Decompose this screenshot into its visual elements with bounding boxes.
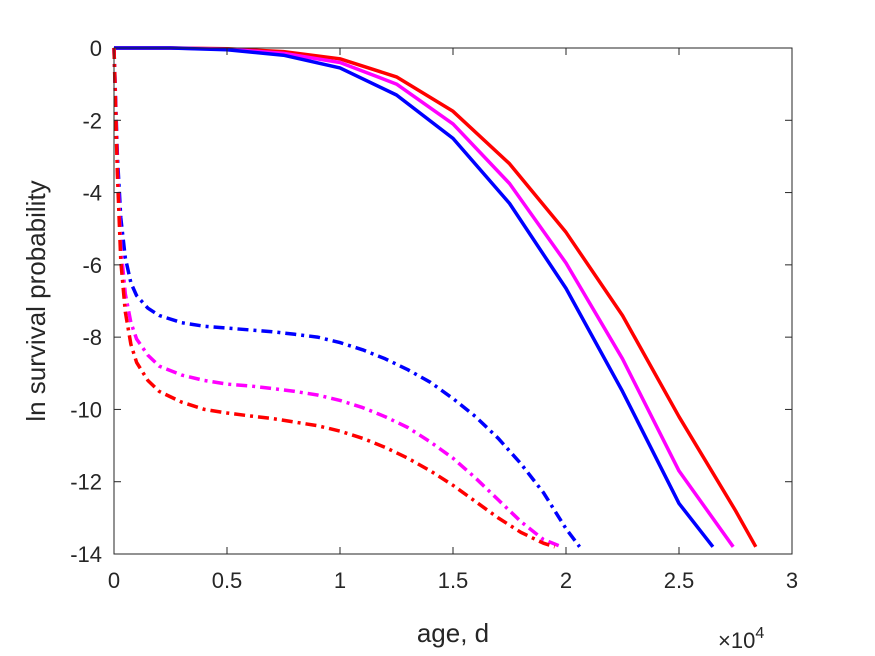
y-tick-label: -8 [82, 325, 102, 350]
series-line-dashdot-6 [112, 47, 556, 549]
y-tick-label: -6 [82, 253, 102, 278]
y-tick-label: 0 [90, 36, 102, 61]
x-axis-exponent-base: ×10 [718, 628, 755, 653]
x-axis-exponent: ×104 [718, 625, 764, 653]
series-line-solid-3 [114, 46, 715, 548]
x-axis-label: age, d [417, 618, 489, 648]
x-axis-exponent-power: 4 [755, 625, 764, 642]
y-axis-ticks: 0 -2 -4 -6 -8 -10 -12 -14 [70, 36, 792, 567]
y-axis-label: ln survival probability [21, 180, 51, 421]
series-line-dashdot-5 [112, 47, 563, 549]
x-axis-ticks: 0 0.5 1 1.5 2 2.5 3 [108, 48, 798, 593]
y-tick-label: -4 [82, 181, 102, 206]
y-tick-label: -10 [70, 397, 102, 422]
series-line-dashdot-4 [112, 47, 581, 548]
x-tick-label: 3 [786, 568, 798, 593]
y-tick-label: -2 [82, 108, 102, 133]
x-tick-label: 0 [108, 568, 120, 593]
x-tick-label: 2.5 [664, 568, 695, 593]
y-tick-label: -12 [70, 470, 102, 495]
y-tick-label: -14 [70, 542, 102, 567]
x-tick-label: 0.5 [212, 568, 243, 593]
x-tick-label: 1.5 [438, 568, 469, 593]
x-tick-label: 2 [560, 568, 572, 593]
x-tick-label: 1 [334, 568, 346, 593]
